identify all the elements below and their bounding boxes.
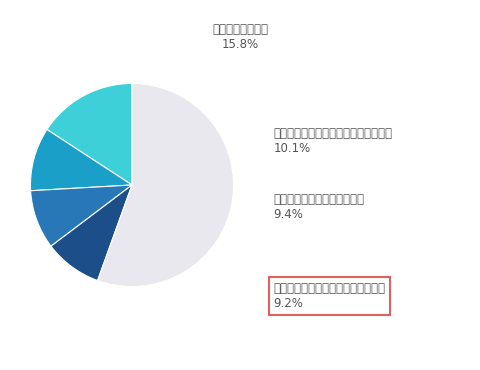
Text: 予約がとりにくい
15.8%: 予約がとりにくい 15.8%	[212, 23, 268, 51]
Wedge shape	[31, 185, 132, 246]
Wedge shape	[97, 84, 234, 286]
Text: 期待していた効果が得られていない
9.2%: 期待していた効果が得られていない 9.2%	[274, 282, 385, 310]
Text: 接客態度への不満（カウンセリング）
10.1%: 接客態度への不満（カウンセリング） 10.1%	[274, 127, 393, 155]
Wedge shape	[51, 185, 132, 280]
Text: 接客態度への不満（照射時）
9.4%: 接客態度への不満（照射時） 9.4%	[274, 193, 365, 221]
Wedge shape	[30, 130, 132, 191]
Wedge shape	[47, 84, 132, 185]
